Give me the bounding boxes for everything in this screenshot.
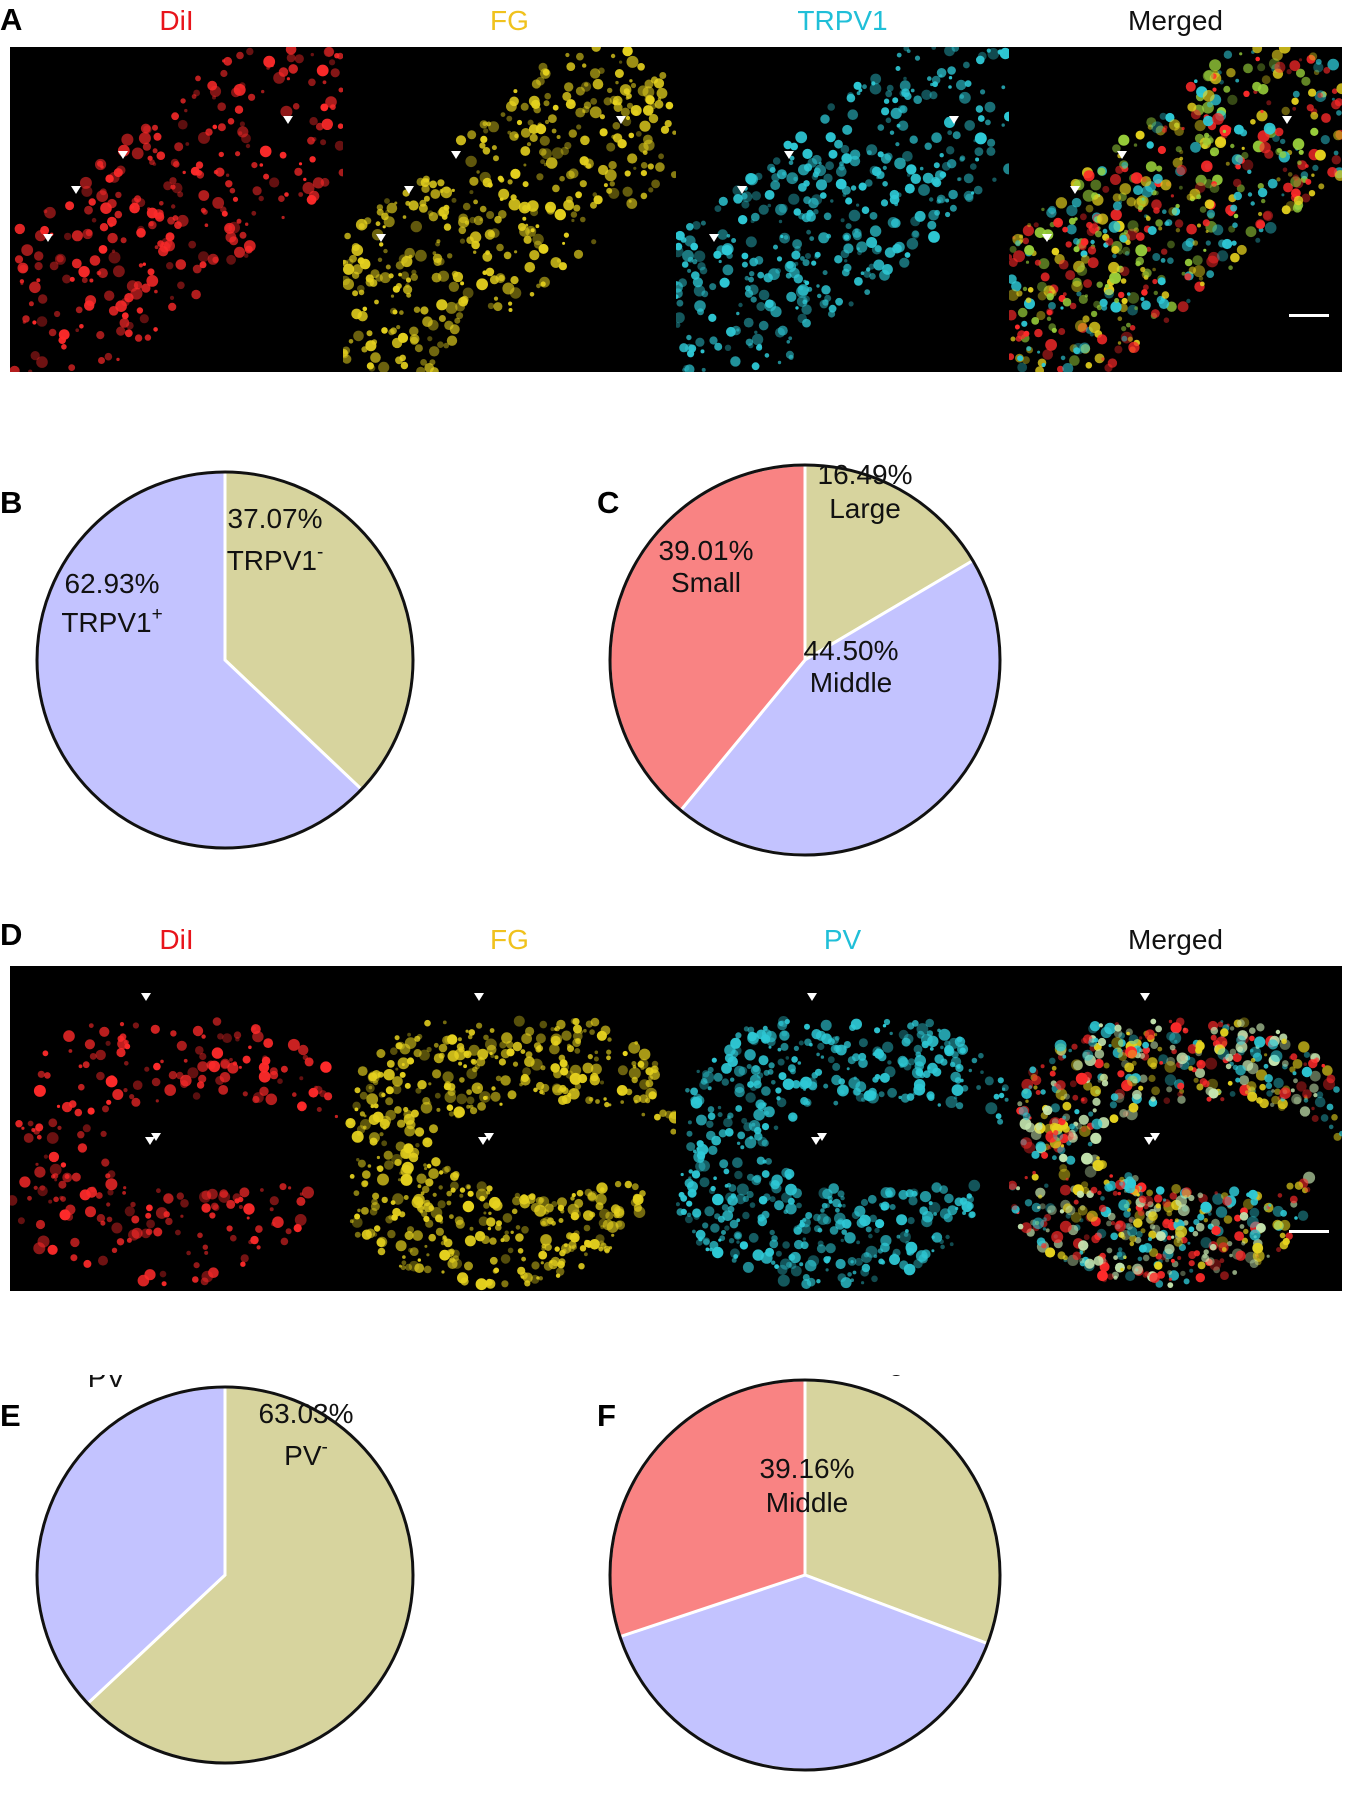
arrow-marker-icon bbox=[478, 1137, 488, 1145]
micrograph-a-trpv1 bbox=[676, 47, 1009, 372]
panel-letter-d: D bbox=[0, 917, 23, 952]
arrow-marker-icon bbox=[43, 234, 53, 242]
micrograph-a-dil bbox=[10, 47, 343, 372]
micrograph-d-dil bbox=[10, 966, 343, 1291]
micrograph-cells bbox=[345, 993, 676, 1291]
micrograph-cells bbox=[1009, 993, 1342, 1288]
panel-letter-c: C bbox=[597, 485, 620, 520]
panel-letter-f: F bbox=[597, 1398, 616, 1433]
arrow-marker-icon bbox=[118, 151, 128, 159]
arrow-marker-icon bbox=[709, 234, 719, 242]
label-a-dil: DiI bbox=[159, 5, 194, 36]
micrograph-cells bbox=[343, 47, 676, 372]
arrow-marker-icon bbox=[949, 116, 959, 124]
label-a-fg: FG bbox=[490, 5, 529, 36]
arrow-marker-icon bbox=[71, 186, 81, 194]
micrograph-d-merged bbox=[1009, 966, 1342, 1291]
arrow-marker-icon bbox=[1144, 1137, 1154, 1145]
arrow-marker-icon bbox=[151, 1133, 161, 1141]
pie-category-label: Small bbox=[671, 567, 741, 598]
micrograph-a-fg bbox=[343, 47, 676, 372]
micrograph-cells bbox=[1009, 47, 1342, 372]
panel-letter-b: B bbox=[0, 485, 23, 520]
pie-outline bbox=[608, 463, 1002, 857]
label-a-merged: Merged bbox=[1128, 5, 1223, 36]
arrow-marker-icon bbox=[404, 186, 414, 194]
pie-value-label: 63.03% bbox=[259, 1398, 354, 1429]
pie-category-label: Large bbox=[829, 493, 901, 524]
pie-outline bbox=[35, 470, 415, 850]
pie-chart-c: 16.49%Large 44.50%Middle 39.01%Small bbox=[608, 460, 1002, 857]
arrow-marker-icon bbox=[145, 1137, 155, 1145]
arrow-marker-icon bbox=[1282, 116, 1292, 124]
pie-value-label: 62.93% bbox=[65, 568, 160, 599]
arrow-marker-icon bbox=[817, 1133, 827, 1141]
pie-outline bbox=[35, 1385, 415, 1765]
pie-value-label: 44.50% bbox=[804, 635, 899, 666]
pie-category-label: Middle bbox=[766, 1487, 848, 1518]
arrow-marker-icon bbox=[283, 116, 293, 124]
arrow-marker-icon bbox=[474, 993, 484, 1001]
arrow-marker-icon bbox=[616, 116, 626, 124]
label-d-fg: FG bbox=[490, 924, 529, 955]
arrow-marker-icon bbox=[737, 186, 747, 194]
micrograph-d-fg bbox=[343, 966, 676, 1291]
pie-category-label: PV+ bbox=[88, 1375, 136, 1393]
label-d-pv: PV bbox=[823, 924, 862, 955]
scale-bar bbox=[1289, 314, 1329, 317]
micrograph-cells bbox=[676, 47, 1009, 372]
pie-outline bbox=[608, 1378, 1002, 1772]
micrograph-d-pv bbox=[676, 966, 1009, 1291]
pie-category-label: TRPV1+ bbox=[61, 604, 162, 638]
pie-category-label: Large bbox=[848, 1375, 920, 1376]
pie-chart-b: 37.07% TRPV1- 62.93% TRPV1+ bbox=[35, 470, 415, 850]
micrograph-cells bbox=[10, 47, 343, 372]
pie-category-label: Small bbox=[685, 1375, 755, 1376]
arrow-marker-icon bbox=[376, 234, 386, 242]
micrograph-cells bbox=[676, 993, 1009, 1289]
arrow-marker-icon bbox=[141, 993, 151, 1001]
arrow-marker-icon bbox=[784, 151, 794, 159]
pie-value-label: 16.49% bbox=[818, 460, 913, 490]
arrow-marker-icon bbox=[1070, 186, 1080, 194]
label-d-dil: DiI bbox=[159, 924, 194, 955]
pie-value-label: 39.01% bbox=[659, 535, 754, 566]
arrow-marker-icon bbox=[1140, 993, 1150, 1001]
micrograph-cells bbox=[10, 993, 338, 1287]
pie-category-label: PV- bbox=[284, 1437, 328, 1471]
scale-bar bbox=[1289, 1230, 1329, 1233]
panel-letter-a: A bbox=[0, 2, 23, 37]
arrow-marker-icon bbox=[1042, 234, 1052, 242]
pie-value-label: 37.07% bbox=[228, 503, 323, 534]
arrow-marker-icon bbox=[811, 1137, 821, 1145]
micrograph-a-merged bbox=[1009, 47, 1342, 372]
pie-category-label: TRPV1- bbox=[227, 542, 324, 576]
pie-value-label: 39.16% bbox=[760, 1453, 855, 1484]
arrow-marker-icon bbox=[484, 1133, 494, 1141]
arrow-marker-icon bbox=[1150, 1133, 1160, 1141]
pie-category-label: Middle bbox=[810, 667, 892, 698]
arrow-marker-icon bbox=[807, 993, 817, 1001]
pie-chart-f: 30.72%Large39.16%Middle30.12%Small bbox=[608, 1375, 1002, 1772]
panel-letter-e: E bbox=[0, 1398, 21, 1433]
label-a-trpv1: TRPV1 bbox=[797, 5, 888, 36]
label-d-merged: Merged bbox=[1128, 924, 1223, 955]
arrow-marker-icon bbox=[1117, 151, 1127, 159]
pie-chart-e: 63.03%PV-36.97%PV+ bbox=[35, 1375, 415, 1765]
arrow-marker-icon bbox=[451, 151, 461, 159]
